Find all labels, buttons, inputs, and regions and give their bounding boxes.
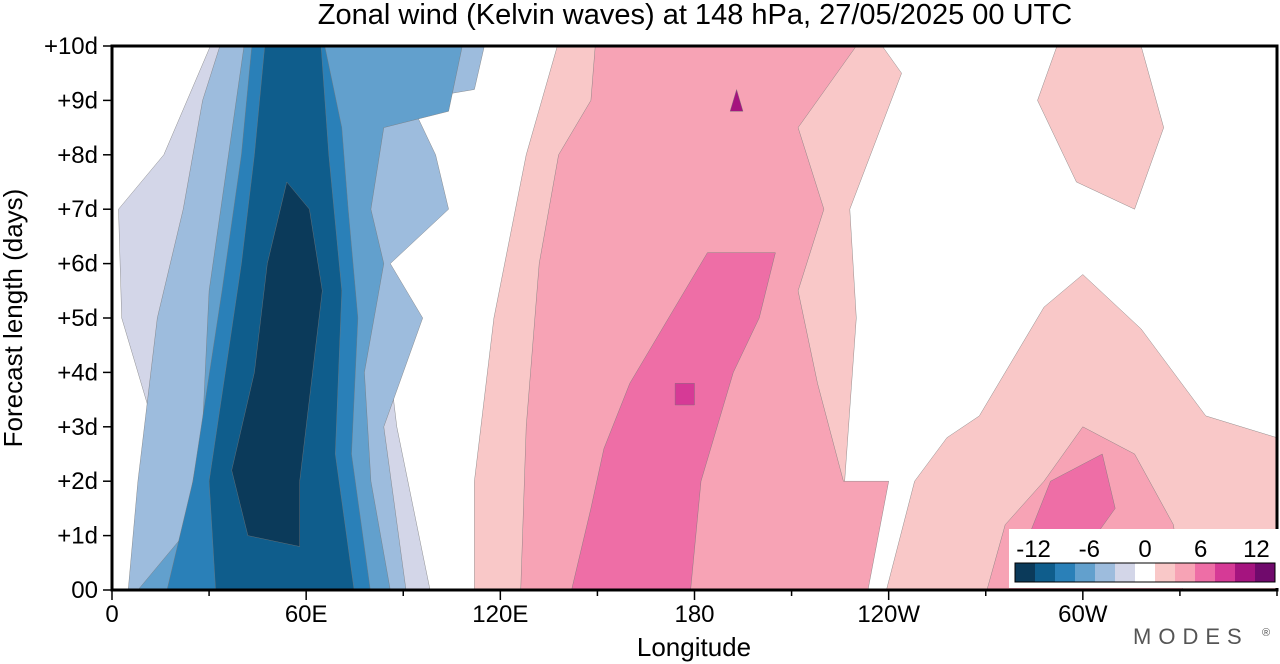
contour-region-5: [231, 181, 323, 547]
x-tick-label: 120W: [857, 601, 920, 628]
registered-mark: ®: [1262, 627, 1270, 639]
colorbar-swatch: [1035, 563, 1056, 582]
colorbar-label: 12: [1243, 536, 1270, 563]
y-tick-label: +6d: [57, 251, 98, 278]
colorbar-swatch: [1195, 563, 1216, 582]
colorbar-swatch: [1095, 563, 1116, 582]
chart-title: Zonal wind (Kelvin waves) at 148 hPa, 27…: [318, 0, 1072, 31]
y-axis: 00 +1d +2d +3d +4d +5d +6d +7d +8d +9d +10d: [44, 33, 112, 604]
x-axis: 0 60E 120E 180 120W 60W: [105, 590, 1278, 628]
y-tick-label: +1d: [57, 523, 98, 550]
colorbar-swatch: [1115, 563, 1136, 582]
x-tick-label: 180: [674, 601, 714, 628]
y-tick-label: +8d: [57, 142, 98, 169]
colorbar-swatch: [1055, 563, 1076, 582]
contour-region-13: [729, 88, 744, 112]
colorbar-swatch: [1255, 563, 1276, 582]
colorbar-swatch: [1175, 563, 1196, 582]
contour-fields: [112, 46, 1277, 590]
y-axis-label: Forecast length (days): [0, 189, 28, 448]
y-tick-label: +10d: [44, 33, 98, 60]
y-tick-label: +3d: [57, 414, 98, 441]
colorbar-label: -6: [1079, 536, 1100, 563]
y-tick-label: +9d: [57, 87, 98, 114]
colorbar-swatch: [1135, 563, 1156, 582]
contour-region-7: [1037, 46, 1164, 210]
colorbar-swatch: [1015, 563, 1036, 582]
colorbar-outline: [1014, 562, 1276, 583]
x-tick-label: 0: [105, 601, 118, 628]
x-axis-label: Longitude: [637, 632, 751, 662]
x-tick-label: 60W: [1058, 601, 1108, 628]
colorbar-swatch: [1155, 563, 1176, 582]
colorbar-swatch: [1075, 563, 1096, 582]
x-tick-label: 120E: [472, 601, 528, 628]
y-tick-label: +7d: [57, 196, 98, 223]
colorbar-label: 0: [1138, 536, 1151, 563]
y-tick-label: 00: [71, 577, 98, 604]
contour-region-12: [674, 383, 695, 406]
colorbar-label: 6: [1194, 536, 1207, 563]
colorbar-label: -12: [1016, 536, 1051, 563]
modes-logo: MODES: [1133, 624, 1249, 649]
colorbar-swatch: [1215, 563, 1236, 582]
x-tick-label: 60E: [285, 601, 328, 628]
colorbar-swatch: [1235, 563, 1256, 582]
y-tick-label: +4d: [57, 359, 98, 386]
y-tick-label: +5d: [57, 305, 98, 332]
colorbar: -12 -6 0 6 12: [1009, 529, 1280, 588]
y-tick-label: +2d: [57, 468, 98, 495]
contour-region-10: [571, 252, 776, 590]
